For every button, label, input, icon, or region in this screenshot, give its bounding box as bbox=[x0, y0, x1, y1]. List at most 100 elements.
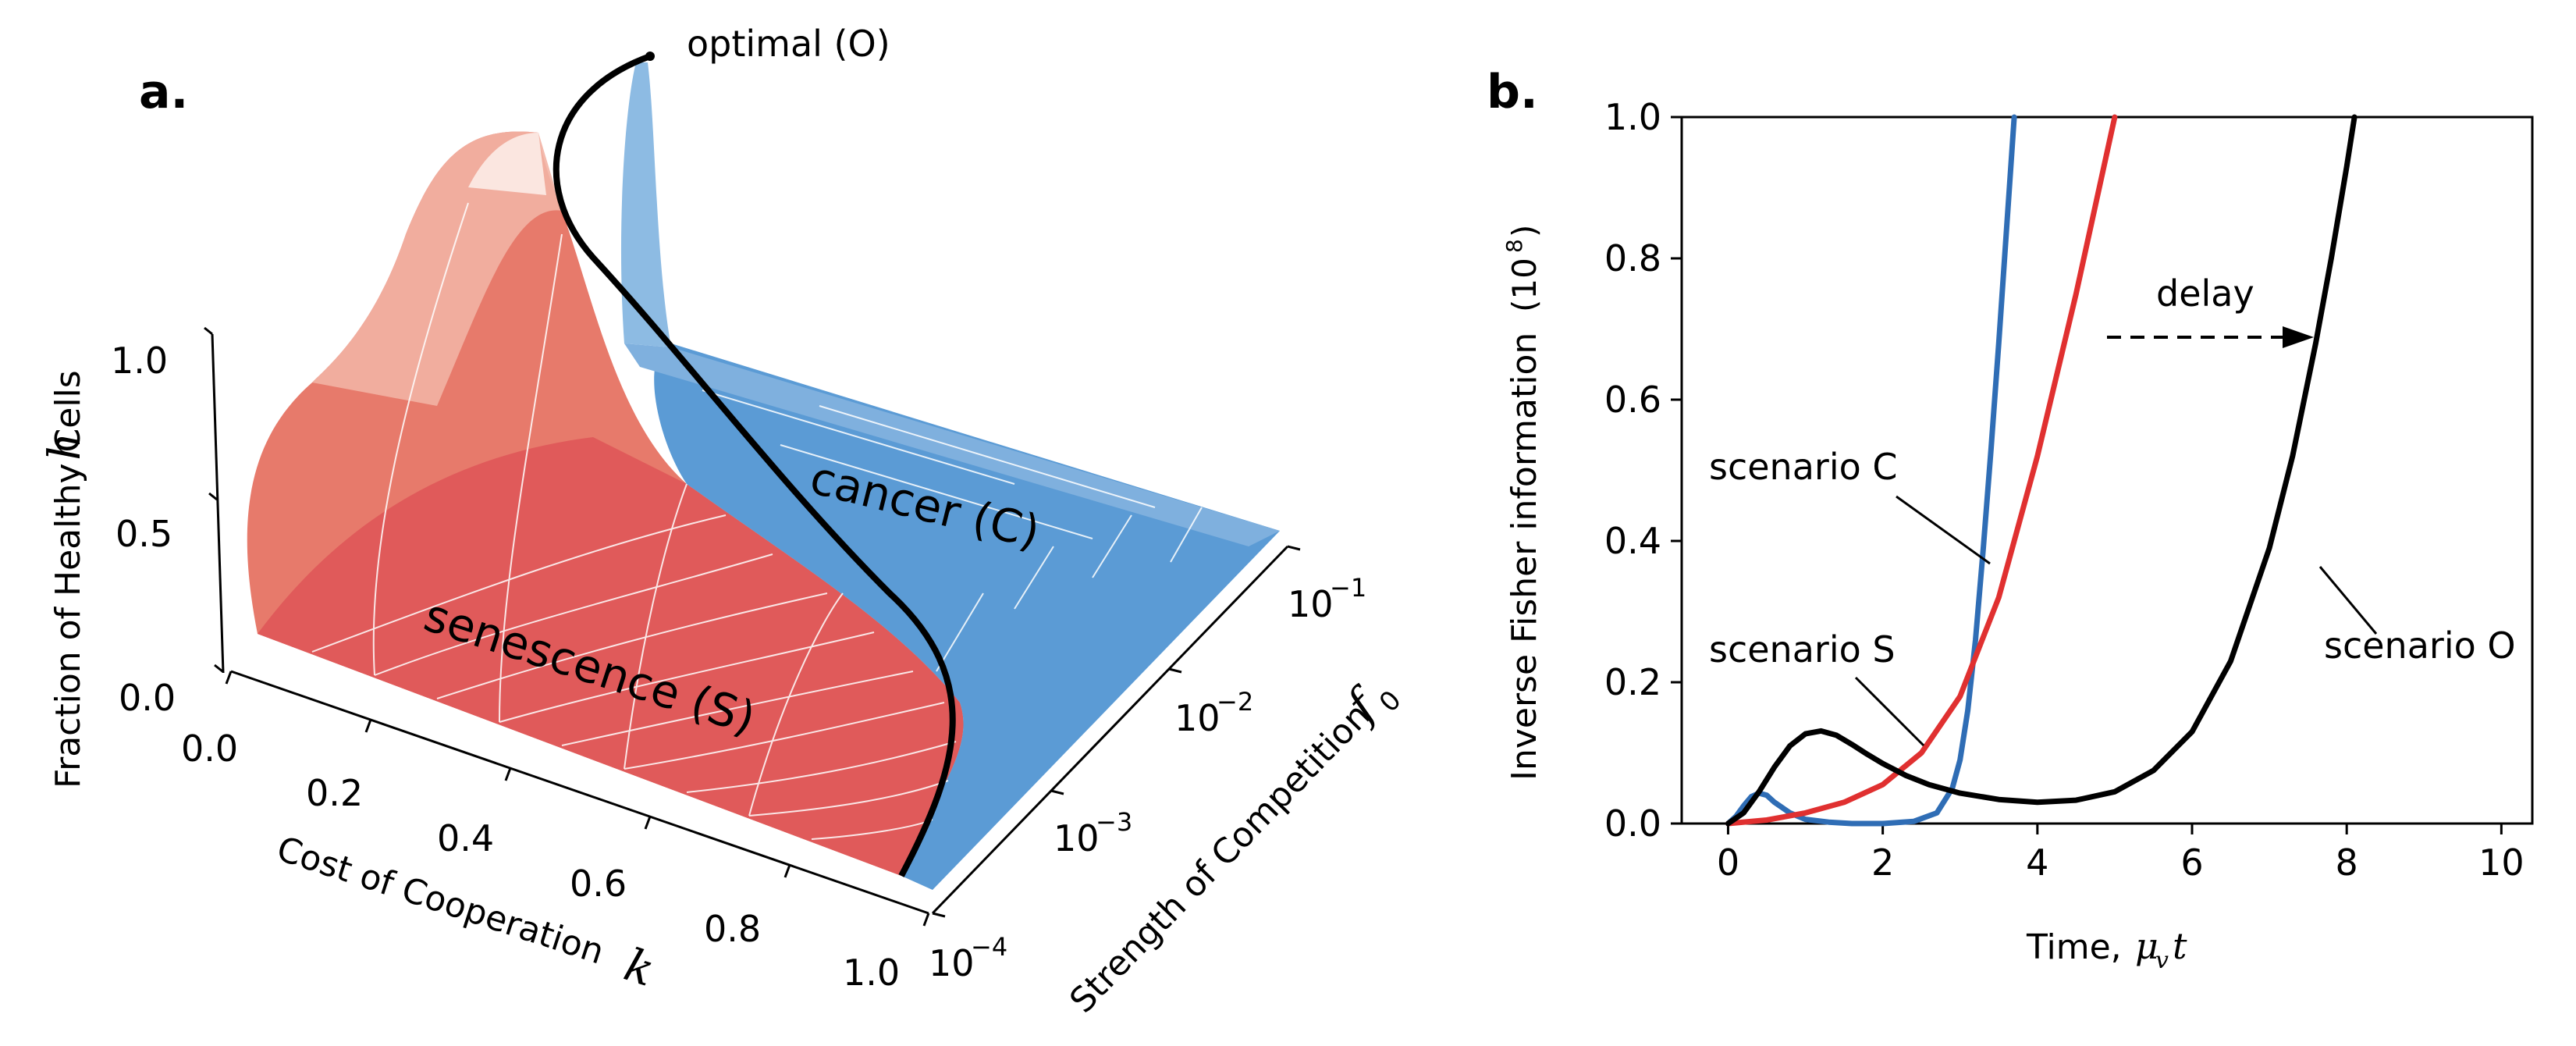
x-axis-title-b: Time, μ v t bbox=[2026, 925, 2187, 974]
y-tick-base: 10 bbox=[1053, 817, 1100, 859]
z-axis-symbol: h bbox=[40, 432, 91, 461]
z-axis: 1.0 0.5 0.0 Fraction of Healthy Cells h bbox=[40, 326, 225, 788]
x-tick-label: 10 bbox=[2478, 841, 2524, 884]
panel-a-label: a. bbox=[139, 65, 188, 119]
mesh-line bbox=[372, 202, 469, 676]
y-tick-base: 10 bbox=[1174, 697, 1220, 739]
scenario-s-label: scenario S bbox=[1709, 628, 1896, 671]
x-tick-label: 0.6 bbox=[570, 863, 627, 905]
x-tick-label: 0.0 bbox=[181, 728, 238, 770]
y-tick-label: 0.4 bbox=[1604, 520, 1661, 562]
x-axis-math-tail: t bbox=[2173, 925, 2187, 967]
z-tick-label: 0.0 bbox=[119, 677, 176, 719]
mesh-line bbox=[702, 382, 1210, 539]
series-line-scenario-s bbox=[1725, 114, 2118, 827]
delay-label: delay bbox=[2156, 272, 2254, 315]
surface-senescence bbox=[247, 131, 964, 876]
y-axis-line bbox=[931, 545, 1289, 915]
optimal-curve bbox=[553, 53, 956, 877]
z-axis-title: Fraction of Healthy Cells h bbox=[40, 370, 91, 788]
y-tick-label: 0.0 bbox=[1604, 802, 1661, 845]
y-axis-label: Strength of Competition bbox=[1062, 696, 1378, 1021]
mesh-line bbox=[499, 233, 563, 723]
x-tick-label: 0.2 bbox=[306, 772, 363, 814]
x-tick-label: 0.4 bbox=[437, 817, 494, 859]
annotations: delay scenario C scenario S scenario O bbox=[1709, 272, 2516, 747]
y-tick-label: 0.8 bbox=[1604, 237, 1661, 279]
y-tick-exponent: −2 bbox=[1217, 687, 1253, 717]
panel-b-label: b. bbox=[1487, 65, 1538, 119]
cancer-surface-wall bbox=[620, 62, 671, 347]
x-tick-label: 0 bbox=[1717, 841, 1739, 884]
mesh-line bbox=[748, 780, 949, 817]
z-axis-label: Fraction of Healthy Cells bbox=[48, 370, 88, 788]
scenario-c-label: scenario C bbox=[1709, 446, 1897, 488]
mesh-line bbox=[499, 632, 875, 723]
scenario-o-label: scenario O bbox=[2324, 624, 2516, 667]
scenario-c-leader bbox=[1896, 495, 1991, 565]
y-tick-exponent: −3 bbox=[1096, 807, 1132, 837]
mesh-line bbox=[624, 483, 688, 770]
scenario-s-leader bbox=[1854, 676, 1925, 747]
z-axis-line bbox=[211, 333, 225, 674]
mesh-line bbox=[686, 741, 957, 793]
plot-frame bbox=[1680, 116, 2534, 825]
y-axis-ticks bbox=[932, 545, 1301, 918]
senescence-surface-top bbox=[468, 133, 546, 195]
y-tick-label: 10 −3 bbox=[1053, 807, 1132, 859]
z-tick-label: 0.5 bbox=[115, 513, 172, 555]
z-axis-ticks bbox=[204, 326, 223, 673]
mesh-line bbox=[624, 702, 945, 770]
y-axis-unit-base: (10 bbox=[1505, 258, 1544, 312]
x-tick-label: 0.8 bbox=[704, 908, 761, 950]
y-axis-unit-exp: 8 bbox=[1501, 239, 1527, 253]
line-chart: 0.0 0.2 0.4 0.6 0.8 1.0 0 2 4 6 8 10 bbox=[1604, 96, 2534, 884]
y-tick-label: 0.6 bbox=[1604, 379, 1661, 421]
z-tick-label: 1.0 bbox=[111, 340, 168, 382]
x-axis-ticks bbox=[225, 671, 930, 927]
panel-b: b. 0.0 0.2 0.4 0.6 0.8 1.0 0 2 4 6 8 10 Inverse Fi… bbox=[1487, 65, 2534, 974]
optimal-label: optimal (O) bbox=[687, 23, 890, 65]
y-tick-base: 10 bbox=[929, 942, 975, 984]
panel-a: a. bbox=[40, 23, 1408, 1021]
y-tick-label: 10 −2 bbox=[1174, 687, 1253, 739]
y-axis-title-b: Inverse Fisher information (10 8 ) bbox=[1501, 225, 1544, 781]
mesh-line bbox=[374, 553, 773, 676]
y-axis-unit-close: ) bbox=[1505, 225, 1544, 237]
x-tick-label: 6 bbox=[2180, 841, 2203, 884]
y-tick-exponent: −1 bbox=[1330, 573, 1366, 603]
mesh-line bbox=[936, 507, 1203, 672]
x-axis-symbol: k bbox=[618, 937, 660, 997]
x-axis-label-b: Time, bbox=[2026, 927, 2122, 967]
series-lines bbox=[1725, 114, 2357, 827]
mesh-line bbox=[748, 592, 844, 817]
series-line-scenario-o bbox=[1725, 114, 2357, 827]
senescence-surface-low bbox=[258, 437, 964, 876]
mesh-line bbox=[311, 514, 727, 653]
y-tick-base: 10 bbox=[1288, 583, 1334, 625]
y-axis-label-b: Inverse Fisher information bbox=[1505, 333, 1544, 781]
x-axis-math: μ bbox=[2135, 925, 2159, 967]
y-ticks: 0.0 0.2 0.4 0.6 0.8 1.0 bbox=[1604, 96, 1682, 845]
surface-mesh bbox=[311, 202, 1210, 840]
optimal-curve-endpoint bbox=[645, 52, 655, 61]
x-axis-line bbox=[230, 670, 929, 915]
y-tick-label: 10 −4 bbox=[929, 932, 1007, 984]
y-tick-label: 10 −1 bbox=[1288, 573, 1366, 625]
x-tick-label: 2 bbox=[1871, 841, 1894, 884]
cancer-surface-fill bbox=[654, 343, 1280, 890]
y-tick-exponent: −4 bbox=[971, 932, 1007, 962]
y-tick-label: 1.0 bbox=[1604, 96, 1661, 138]
x-tick-label: 1.0 bbox=[843, 952, 900, 994]
y-axis-title: Strength of Competition f 0 bbox=[1062, 676, 1407, 1021]
delay-arrow-head bbox=[2283, 326, 2314, 348]
y-tick-label: 0.2 bbox=[1604, 661, 1661, 703]
x-axis-math-sub: v bbox=[2155, 947, 2169, 974]
mesh-line bbox=[561, 671, 914, 746]
x-tick-label: 8 bbox=[2336, 841, 2358, 884]
senescence-surface-ridge bbox=[312, 131, 562, 406]
scenario-o-leader bbox=[2318, 566, 2378, 635]
mesh-line bbox=[436, 592, 828, 699]
x-ticks: 0 2 4 6 8 10 bbox=[1717, 824, 2524, 884]
